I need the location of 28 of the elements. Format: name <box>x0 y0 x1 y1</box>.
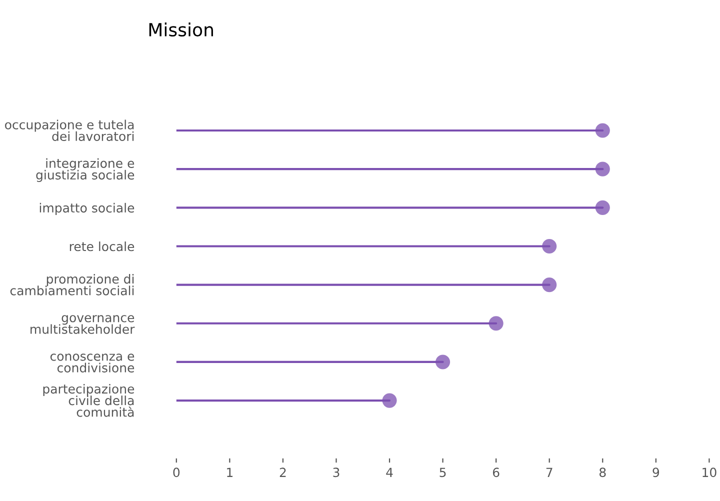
x-tick-label: 6 <box>492 468 500 478</box>
y-tick-label: impatto sociale <box>40 202 134 216</box>
point <box>436 354 450 370</box>
y-tick-label: integrazione e giustizia sociale <box>36 158 134 182</box>
point <box>595 162 610 176</box>
chart-title: Mission <box>149 22 213 37</box>
y-tick-label: partecipazione civile della comunità <box>43 384 134 417</box>
y-tick-label: occupazione e tutela dei lavoratori <box>5 120 134 142</box>
point <box>542 238 557 254</box>
point <box>488 316 504 331</box>
x-tick-label: 5 <box>440 468 446 478</box>
point <box>382 393 397 408</box>
y-tick-label: conoscenza e condivisione <box>50 354 134 372</box>
x-tick-label: 8 <box>600 468 606 478</box>
x-tick-label: 1 <box>227 468 232 477</box>
y-tick-label: promozione di cambiamenti sociali <box>10 274 134 296</box>
point <box>595 123 610 138</box>
x-tick-label: 2 <box>280 468 286 477</box>
y-tick-label: rete locale <box>70 241 134 252</box>
point <box>595 200 610 215</box>
x-tick-label: 4 <box>386 468 393 477</box>
point <box>542 278 557 292</box>
x-tick-label: 9 <box>652 468 660 478</box>
x-tick-label: 7 <box>546 468 552 477</box>
y-tick-label: governance multistakeholder <box>30 315 135 334</box>
x-tick-label: 3 <box>333 468 340 478</box>
x-tick-label: 10 <box>702 468 716 478</box>
x-tick-label: 0 <box>173 468 180 478</box>
